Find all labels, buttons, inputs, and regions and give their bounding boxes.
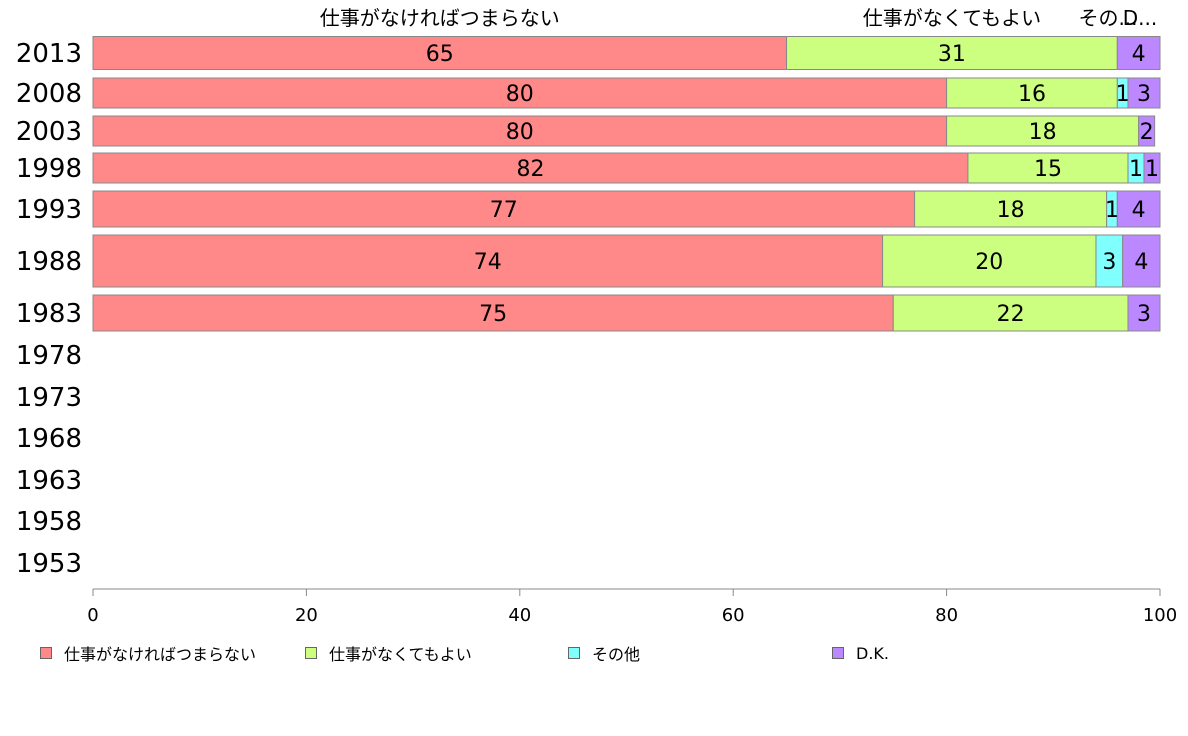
- year-label: 2003: [16, 117, 82, 147]
- series-header-label: その...: [1078, 6, 1137, 30]
- year-label: 1968: [16, 424, 82, 454]
- bar-segment: [946, 115, 1140, 147]
- bar-segment: [1122, 234, 1161, 288]
- bar-segment: [92, 77, 948, 109]
- x-tick-label: 20: [295, 605, 318, 626]
- year-label: 1958: [16, 507, 82, 537]
- bar-segment: [914, 190, 1108, 228]
- bar-segment: [1127, 77, 1161, 109]
- bar-segment: [1143, 152, 1161, 184]
- series-header-label: D...: [1123, 6, 1157, 30]
- bar-value-label: 77: [490, 198, 518, 223]
- legend-item: 仕事がなくてもよい: [305, 640, 472, 666]
- x-tick-label: 80: [935, 605, 958, 626]
- bar-segment: [1127, 294, 1161, 332]
- legend-item: 仕事がなければつまらない: [40, 640, 256, 666]
- year-label: 2008: [16, 79, 82, 109]
- year-label: 1973: [16, 383, 82, 413]
- year-label: 2013: [16, 39, 82, 69]
- x-tick-label: 100: [1143, 605, 1177, 626]
- bar-segment: [92, 36, 788, 70]
- bar-value-label: 74: [474, 250, 502, 275]
- bar-segment: [1116, 36, 1161, 70]
- bar-value-label: 18: [997, 198, 1025, 223]
- year-label: 1963: [16, 466, 82, 496]
- bar-value-label: 65: [426, 42, 454, 67]
- bar-segment: [1138, 115, 1156, 147]
- legend-label: 仕事がなくてもよい: [329, 645, 472, 664]
- legend-swatch: [40, 647, 52, 659]
- bar-segment: [1095, 234, 1124, 288]
- bar-segment: [92, 294, 894, 332]
- bar-value-label: 4: [1132, 198, 1146, 223]
- year-label: 1983: [16, 299, 82, 329]
- bar-value-label: 4: [1132, 42, 1146, 67]
- bar-segment: [946, 77, 1118, 109]
- bar-value-label: 16: [1018, 82, 1046, 107]
- bar-value-label: 82: [516, 157, 544, 182]
- x-tick-label: 0: [87, 605, 98, 626]
- series-header-label: 仕事がなければつまらない: [320, 6, 560, 30]
- legend-swatch: [832, 647, 844, 659]
- year-label: 1998: [16, 154, 82, 184]
- legend-item: その他: [568, 640, 640, 666]
- bar-segment: [786, 36, 1118, 70]
- year-label: 1993: [16, 195, 82, 225]
- bar-value-label: 75: [479, 302, 507, 327]
- bar-value-label: 1: [1105, 198, 1119, 223]
- bar-segment: [892, 294, 1129, 332]
- bar-value-label: 1: [1145, 157, 1159, 182]
- bar-value-label: 1: [1129, 157, 1143, 182]
- bar-value-label: 18: [1029, 120, 1057, 145]
- year-label: 1978: [16, 341, 82, 371]
- legend-swatch: [568, 647, 580, 659]
- bar-value-label: 3: [1102, 250, 1116, 275]
- bar-value-label: 1: [1116, 82, 1130, 107]
- bar-value-label: 4: [1134, 250, 1148, 275]
- bar-value-label: 22: [997, 302, 1025, 327]
- bar-value-label: 15: [1034, 157, 1062, 182]
- chart-legend: 仕事がなければつまらない 仕事がなくてもよい その他 D.K.: [0, 640, 1188, 670]
- x-tick-label: 60: [722, 605, 745, 626]
- legend-label: その他: [592, 645, 641, 664]
- year-label: 1988: [16, 247, 82, 277]
- bar-segment: [92, 190, 916, 228]
- bar-value-label: 80: [506, 120, 534, 145]
- bar-segment: [1116, 190, 1161, 228]
- stacked-bar-chart: 仕事がなければつまらない 仕事がなくてもよい その...D...2013 65 31 42…: [16, 6, 1177, 626]
- bar-segment: [967, 152, 1129, 184]
- legend-swatch: [305, 647, 317, 659]
- bar-segment: [92, 115, 948, 147]
- x-tick-label: 40: [508, 605, 531, 626]
- bar-segment: [92, 234, 884, 288]
- legend-label: 仕事がなければつまらない: [64, 645, 257, 664]
- bar-value-label: 31: [938, 42, 966, 67]
- legend-label: D.K.: [856, 643, 889, 663]
- bar-segment: [882, 234, 1097, 288]
- year-label: 1953: [16, 549, 82, 579]
- bar-value-label: 2: [1140, 120, 1154, 145]
- bar-value-label: 3: [1137, 302, 1151, 327]
- series-header-label: 仕事がなくてもよい: [863, 6, 1041, 30]
- bar-value-label: 20: [975, 250, 1003, 275]
- bar-value-label: 80: [506, 82, 534, 107]
- legend-item: D.K.: [832, 640, 889, 666]
- bar-value-label: 3: [1137, 82, 1151, 107]
